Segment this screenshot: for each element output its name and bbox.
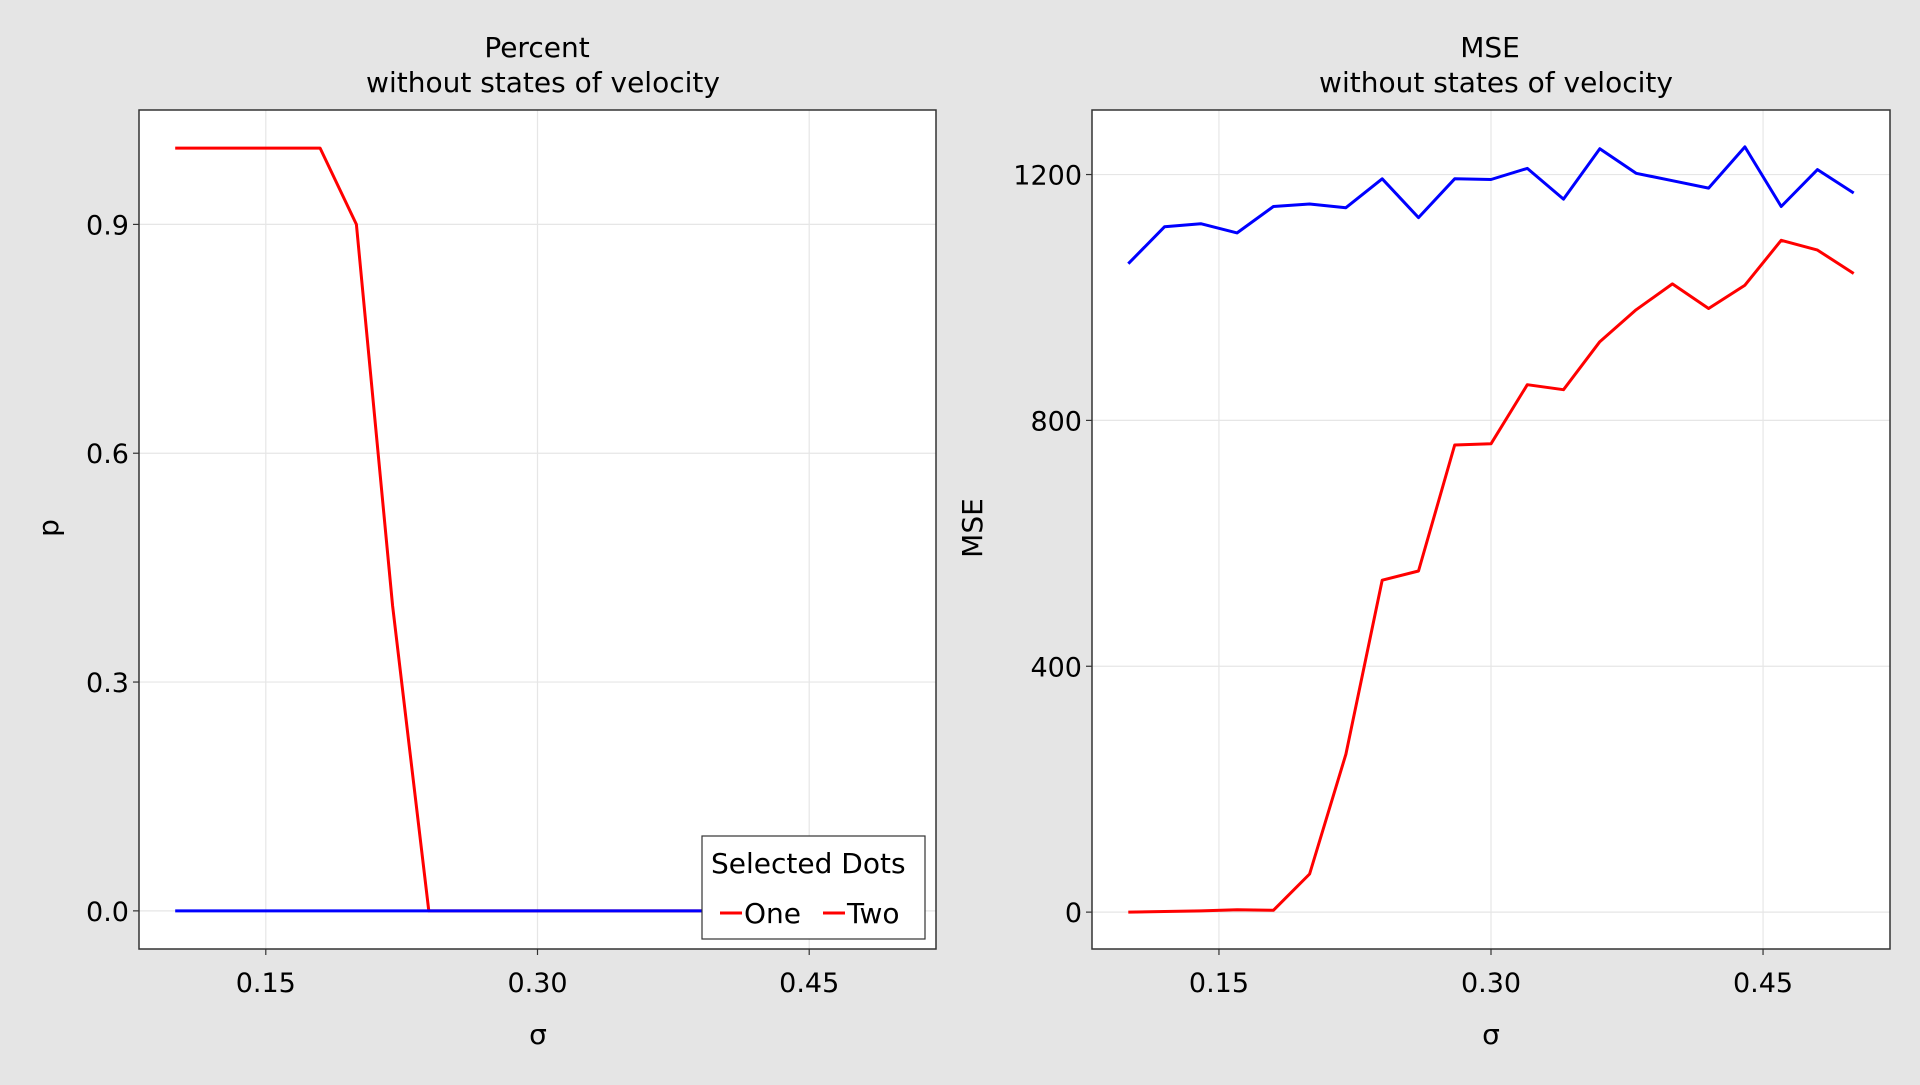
mse-series-line-two <box>1127 145 1855 265</box>
percent-panel: 0.15 0.30 0.45 0.0 0.3 0.6 0.9 Percent withou… <box>32 31 937 1051</box>
mse-x-tick-label: 0.30 <box>1461 968 1521 999</box>
mse-x-tick-label: 0.15 <box>1189 968 1249 999</box>
percent-x-tick-label: 0.30 <box>507 968 567 999</box>
mse-y-tick-label: 400 <box>1030 652 1082 683</box>
mse-panel: 0.15 0.30 0.45 0 400 800 1200 MSE without sta… <box>956 31 1891 1051</box>
mse-y-tick-label: 1200 <box>1013 161 1082 192</box>
mse-y-tick-label: 0 <box>1065 898 1082 929</box>
percent-x-ticks: 0.15 0.30 0.45 <box>236 949 839 999</box>
mse-title: MSE <box>1460 31 1520 64</box>
mse-x-tick-label: 0.45 <box>1733 968 1793 999</box>
percent-y-tick-label: 0.0 <box>86 897 129 928</box>
percent-y-axis-label: p <box>32 519 65 537</box>
mse-y-tick-label: 800 <box>1030 406 1082 437</box>
percent-subtitle: without states of velocity <box>366 66 720 99</box>
mse-series-line-one <box>1128 238 1855 914</box>
mse-gridlines <box>1092 110 1890 949</box>
mse-subtitle: without states of velocity <box>1319 66 1673 99</box>
percent-y-tick-label: 0.9 <box>86 210 129 241</box>
percent-x-axis-label: σ <box>529 1018 547 1051</box>
percent-x-tick-label: 0.45 <box>779 968 839 999</box>
legend: Selected Dots One Two <box>701 835 926 940</box>
mse-series-lines <box>1127 145 1855 914</box>
legend-title: Selected Dots <box>711 847 906 880</box>
legend-label-one: One <box>744 897 801 930</box>
legend-label-two: Two <box>846 897 900 930</box>
percent-y-tick-label: 0.6 <box>86 439 129 470</box>
mse-x-axis-label: σ <box>1482 1018 1500 1051</box>
percent-x-tick-label: 0.15 <box>236 968 296 999</box>
legend-box <box>701 835 926 940</box>
percent-title: Percent <box>484 31 589 64</box>
percent-y-tick-label: 0.3 <box>86 668 129 699</box>
mse-x-ticks: 0.15 0.30 0.45 <box>1189 949 1793 999</box>
percent-y-ticks: 0.0 0.3 0.6 0.9 <box>86 210 139 928</box>
mse-y-ticks: 0 400 800 1200 <box>1013 161 1092 929</box>
mse-y-axis-label: MSE <box>956 498 989 558</box>
